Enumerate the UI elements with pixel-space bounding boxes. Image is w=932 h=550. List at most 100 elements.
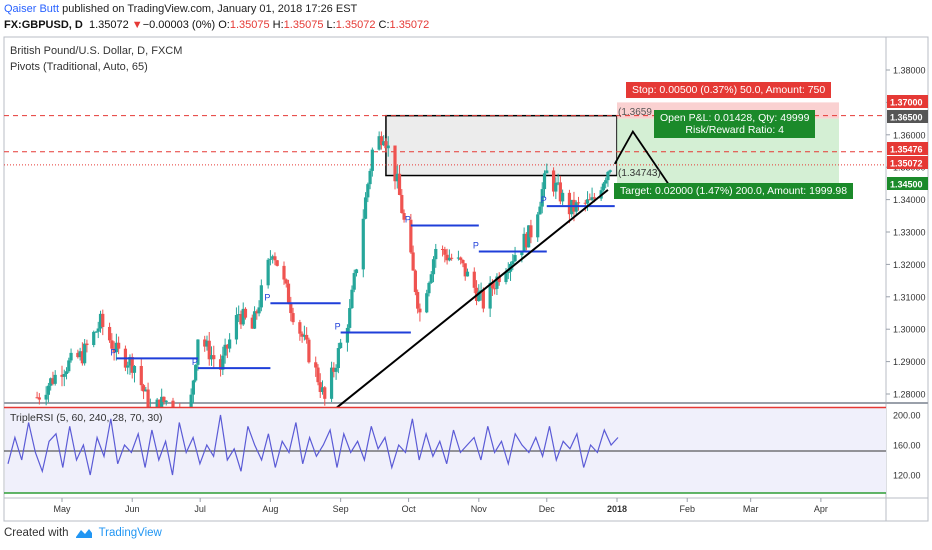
candle-body bbox=[162, 396, 166, 402]
candle-body bbox=[524, 233, 528, 248]
price-badge-label-pivot: 1.35476 bbox=[890, 145, 923, 155]
candle-body bbox=[196, 339, 200, 365]
time-tick-label-8: 2018 bbox=[607, 504, 627, 514]
candle-body bbox=[488, 282, 492, 309]
candle-body bbox=[592, 197, 596, 199]
candle-body bbox=[205, 340, 209, 347]
stop-label[interactable]: Stop: 0.00500 (0.37%) 50.0, Amount: 750 bbox=[626, 82, 832, 98]
candle-body bbox=[527, 225, 531, 248]
ohlc-line: FX:GBPUSD, D 1.35072 ▼−0.00003 (0%) O:1.… bbox=[4, 19, 429, 31]
candle-body bbox=[157, 399, 162, 413]
candle-body bbox=[576, 202, 581, 204]
time-tick-label-0: May bbox=[53, 504, 71, 514]
rsi-tick-label-2: 120.00 bbox=[893, 471, 921, 481]
price-tick-label-10: 1.28000 bbox=[893, 390, 926, 400]
candle-body bbox=[318, 382, 322, 392]
candle-body bbox=[434, 248, 438, 260]
price-badge-target bbox=[887, 177, 928, 190]
candle-body bbox=[520, 251, 524, 256]
candle-body bbox=[243, 308, 248, 318]
candle-body bbox=[155, 399, 159, 408]
candle-body bbox=[506, 271, 510, 274]
price-badge-stop bbox=[887, 95, 928, 108]
candle-body bbox=[413, 270, 417, 293]
footer: Created with TradingView bbox=[4, 527, 162, 539]
target-label[interactable]: Target: 0.02000 (1.47%) 200.0, Amount: 1… bbox=[614, 183, 854, 199]
candle-body bbox=[189, 394, 193, 416]
candle-body bbox=[203, 339, 207, 347]
candle-body bbox=[431, 259, 436, 275]
candle-body bbox=[114, 342, 118, 353]
candle-body bbox=[400, 194, 404, 214]
candle-body bbox=[463, 263, 467, 277]
candle-body bbox=[144, 389, 148, 392]
candle-body bbox=[377, 136, 381, 150]
close-value: 1.35072 bbox=[389, 19, 430, 31]
candle-body bbox=[397, 173, 402, 195]
trendline bbox=[330, 189, 609, 413]
chart-frame bbox=[3, 36, 929, 522]
pnl-label[interactable]: Open P&L: 0.01428, Qty: 49999 Risk/Rewar… bbox=[654, 110, 816, 138]
time-tick-label-3: Aug bbox=[262, 504, 278, 514]
candle-body bbox=[44, 394, 48, 400]
candle-body bbox=[545, 170, 549, 174]
tradingview-brand[interactable]: TradingView bbox=[98, 527, 162, 539]
candle-body bbox=[302, 334, 306, 337]
candle-body bbox=[314, 362, 318, 368]
candle-body bbox=[411, 252, 415, 271]
time-tick-label-7: Dec bbox=[539, 504, 556, 514]
rsi-pane: 200.00 160.00 120.00 bbox=[4, 406, 921, 494]
candle-body bbox=[336, 348, 340, 369]
candle-body bbox=[323, 387, 327, 399]
author-link[interactable]: Qaiser Butt bbox=[4, 3, 60, 15]
candle-body bbox=[291, 313, 295, 323]
candle-body bbox=[402, 213, 406, 220]
candle-body bbox=[268, 258, 273, 260]
candle-body bbox=[379, 136, 384, 146]
candle-body bbox=[53, 374, 57, 384]
candle-body bbox=[305, 334, 309, 340]
candle-body bbox=[443, 249, 447, 255]
candle-body bbox=[223, 344, 227, 356]
candle-body bbox=[139, 365, 143, 386]
candle-body bbox=[98, 313, 103, 329]
candle-body bbox=[393, 145, 397, 182]
pivot-label-0: P bbox=[110, 347, 116, 357]
candle-body bbox=[194, 364, 198, 381]
candle-body bbox=[551, 170, 556, 192]
candle-body bbox=[495, 276, 499, 289]
candle-body bbox=[250, 317, 254, 329]
price-tick-label-9: 1.29000 bbox=[893, 357, 926, 367]
candle-body bbox=[62, 374, 66, 377]
tradingview-logo-icon[interactable] bbox=[75, 527, 93, 539]
candle-body bbox=[606, 171, 610, 181]
candle-body bbox=[386, 145, 390, 149]
candle-body bbox=[440, 248, 445, 250]
chart-title: British Pound/U.S. Dollar, D, FXCM bbox=[10, 45, 183, 57]
candle-body bbox=[554, 182, 558, 192]
candle-body bbox=[126, 365, 130, 368]
candle-body bbox=[445, 254, 449, 261]
open-label: O: bbox=[218, 19, 230, 31]
candle-body bbox=[604, 180, 608, 184]
price-badge-pivot bbox=[887, 142, 928, 155]
candle-body bbox=[363, 197, 368, 219]
pivots-legend: Pivots (Traditional, Auto, 65) bbox=[10, 61, 148, 73]
price-tick-label-4: 1.34000 bbox=[893, 195, 926, 205]
time-tick-label-1: Jun bbox=[125, 504, 140, 514]
candle-body bbox=[511, 261, 515, 264]
rsi-tick-label-0: 200.00 bbox=[893, 411, 921, 421]
price-tick-label-8: 1.30000 bbox=[893, 325, 926, 335]
candle-body bbox=[585, 199, 590, 204]
candle-body bbox=[218, 359, 223, 370]
candle-body bbox=[171, 400, 175, 412]
price-badge-label-last: 1.35072 bbox=[890, 159, 923, 169]
candle-body bbox=[542, 173, 547, 190]
candle-body bbox=[450, 257, 454, 259]
candle-body bbox=[329, 367, 334, 399]
candle-body bbox=[252, 311, 257, 329]
price-badge-last bbox=[887, 156, 928, 169]
pivot-label-3: P bbox=[335, 321, 341, 331]
low-value: 1.35072 bbox=[335, 19, 376, 31]
